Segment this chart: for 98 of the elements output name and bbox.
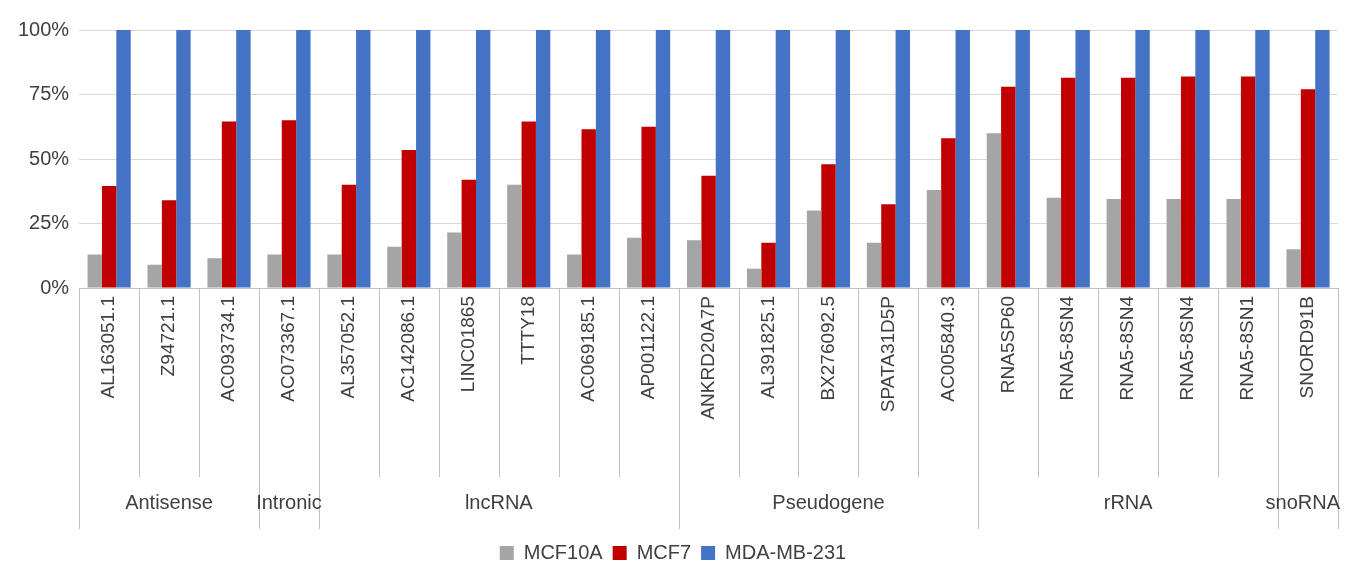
bar (296, 30, 311, 288)
bar (236, 30, 251, 288)
bar (1286, 249, 1301, 288)
x-tick-label: AL357052.1 (337, 296, 359, 399)
bar (701, 175, 716, 288)
bar (1121, 77, 1136, 288)
bar (775, 30, 791, 288)
bar (221, 121, 237, 288)
text: Antisense (125, 490, 213, 513)
bar (1240, 76, 1256, 288)
bar (207, 258, 222, 288)
bar (986, 133, 1002, 288)
x-tick-label: RNA5-8SN1 (1236, 296, 1258, 401)
bar (655, 30, 671, 288)
bar (147, 264, 162, 288)
bar (746, 268, 762, 288)
text: Intronic (256, 490, 322, 513)
x-tick-label: AC073367.1 (277, 296, 299, 402)
x-tick-label: ANKRD20A7P (696, 296, 718, 420)
bar (101, 186, 117, 288)
bar (87, 254, 102, 288)
bar (535, 30, 551, 288)
x-tick-label: RNA5-8SN4 (1056, 295, 1078, 401)
bar (401, 149, 417, 288)
bar (1015, 30, 1030, 288)
bar (1046, 197, 1062, 288)
bar (1106, 198, 1121, 288)
bar (341, 184, 357, 288)
x-tick-label: AC005840.3 (936, 296, 958, 402)
bar (447, 232, 462, 288)
bar (761, 242, 776, 288)
bar (521, 121, 536, 288)
x-tick-label: RNA5SP60 (996, 296, 1018, 394)
bar (176, 30, 191, 288)
y-tick-label: 75% (29, 82, 70, 105)
bar (866, 242, 882, 288)
text: rRNA (1103, 490, 1154, 513)
bar (595, 30, 611, 288)
bar (941, 138, 956, 288)
bar (821, 164, 836, 288)
bar (687, 240, 702, 288)
text: Pseudogene (772, 490, 885, 513)
x-tick-label: AC093734.1 (217, 296, 239, 402)
bar (926, 189, 942, 288)
bar (955, 30, 970, 288)
x-tick-label: AL163051.1 (97, 296, 119, 399)
x-tick-label: LINC01865 (457, 296, 479, 393)
bar (1001, 86, 1016, 288)
bar (1300, 89, 1316, 288)
bar (267, 254, 282, 288)
bar (116, 30, 131, 288)
bar (281, 120, 297, 288)
y-tick-label: 25% (29, 211, 70, 234)
x-tick-label: AC142086.1 (397, 296, 419, 402)
y-tick-label: 100% (18, 17, 70, 40)
text: lncRNA (464, 490, 534, 513)
y-tick-label: 50% (29, 146, 70, 169)
bar (507, 184, 522, 288)
bar (835, 30, 851, 288)
x-tick-label: SNORD91B (1296, 296, 1318, 399)
x-tick-label: AL391825.1 (756, 296, 778, 399)
bar (567, 254, 582, 288)
bar (416, 30, 431, 288)
bar (1166, 198, 1181, 288)
bar (806, 210, 822, 288)
bar (356, 30, 371, 288)
bar (881, 204, 896, 288)
bar (1180, 76, 1196, 288)
bar (1195, 30, 1210, 288)
bar (627, 237, 642, 288)
legend-label: MCF7 (636, 540, 692, 563)
legend-label: MDA-MB-231 (725, 540, 847, 563)
legend-label: MCF10A (523, 540, 604, 563)
x-tick-label: TTTY18 (516, 296, 538, 365)
bar (475, 30, 491, 288)
x-tick-label: SPATA31D5P (876, 296, 898, 413)
bar (895, 30, 910, 288)
bar (1075, 30, 1090, 288)
bar (1135, 30, 1150, 288)
text: snoRNA (1265, 490, 1341, 513)
bar (387, 246, 402, 288)
bar (1255, 30, 1270, 288)
bar (1315, 30, 1330, 288)
x-tick-label: RNA5-8SN4 (1176, 295, 1198, 401)
x-tick-label: Z94721.1 (157, 296, 179, 377)
bar (715, 30, 731, 288)
bar (461, 179, 476, 288)
bar (581, 129, 596, 288)
bar (641, 126, 656, 288)
bar (161, 200, 177, 288)
x-tick-label: AC069185.1 (576, 296, 598, 402)
bar (1061, 77, 1076, 288)
x-tick-label: RNA5-8SN4 (1116, 295, 1138, 401)
bar (1226, 198, 1241, 288)
x-tick-label: BX276092.5 (816, 296, 838, 401)
bar (327, 254, 342, 288)
x-tick-label: AP001122.1 (636, 296, 658, 400)
y-tick-label: 0% (40, 275, 70, 298)
